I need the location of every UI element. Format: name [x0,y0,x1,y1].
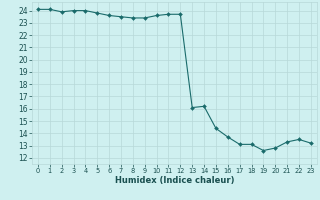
X-axis label: Humidex (Indice chaleur): Humidex (Indice chaleur) [115,176,234,185]
